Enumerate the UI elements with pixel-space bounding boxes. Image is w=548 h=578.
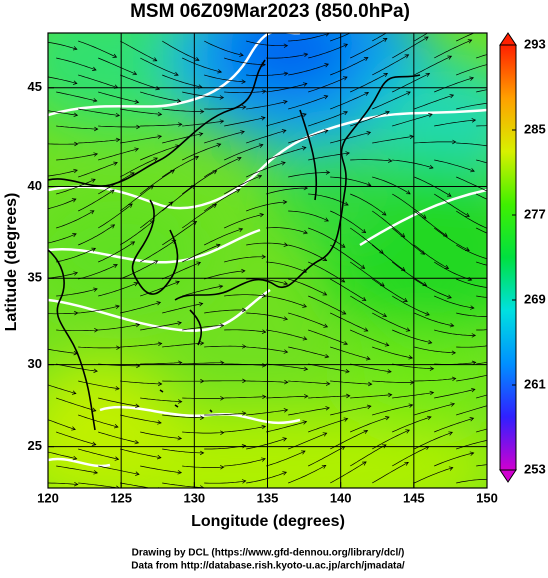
colorbar-tick-label: 269: [524, 291, 546, 306]
chart-title: MSM 06Z09Mar2023 (850.0hPa): [130, 1, 410, 22]
x-tick-label: 135: [257, 490, 279, 505]
x-tick-label: 150: [476, 490, 498, 505]
y-tick-label: 35: [28, 270, 42, 285]
streamline-arrow: [494, 101, 498, 105]
x-tick-label: 145: [403, 490, 425, 505]
colorbar-tick-label: 277: [524, 206, 546, 221]
y-tick-label: 30: [28, 356, 42, 371]
x-tick-label: 130: [183, 490, 205, 505]
streamline-arrow: [489, 228, 493, 232]
colorbar-tick-label: 253: [524, 461, 546, 476]
streamline-arrow: [364, 24, 368, 27]
streamline-arrow: [494, 343, 498, 347]
streamline-arrow: [493, 437, 497, 441]
field: [0, 0, 540, 530]
colorbar-tick-label: 293: [524, 36, 546, 51]
streamline-arrow: [493, 286, 497, 290]
streamline-arrow: [446, 20, 450, 23]
streamline-arrow: [492, 402, 496, 406]
colorbar-tick-label: 261: [524, 376, 546, 391]
streamline-arrow: [493, 372, 497, 376]
colorbar-max-triangle: [500, 33, 516, 45]
streamline-arrow: [494, 478, 498, 482]
y-tick-label: 40: [28, 178, 42, 193]
streamline-arrow: [491, 258, 495, 262]
credit-line: Data from http://database.rish.kyoto-u.a…: [131, 561, 405, 572]
streamline-arrow: [490, 191, 494, 195]
colorbar-min-triangle: [500, 470, 516, 482]
x-tick-label: 120: [37, 490, 59, 505]
colorbar-tick-label: 285: [524, 121, 546, 136]
y-tick-label: 45: [28, 79, 42, 94]
colorbar-bar: [500, 45, 516, 470]
y-axis-label: Latitude (degrees): [3, 193, 20, 332]
streamline-arrow: [494, 314, 498, 318]
x-tick-label: 140: [330, 490, 352, 505]
credit-line: Drawing by DCL (https://www.gfd-dennou.o…: [132, 548, 405, 559]
streamline-arrow: [492, 61, 496, 65]
y-tick-label: 25: [28, 438, 42, 453]
streamline-arrow: [494, 145, 498, 149]
x-tick-label: 125: [110, 490, 132, 505]
streamline-arrow: [491, 25, 495, 29]
colorbar: 253 261 269 277 285 293: [500, 33, 546, 482]
x-axis-label: Longitude (degrees): [191, 513, 345, 530]
